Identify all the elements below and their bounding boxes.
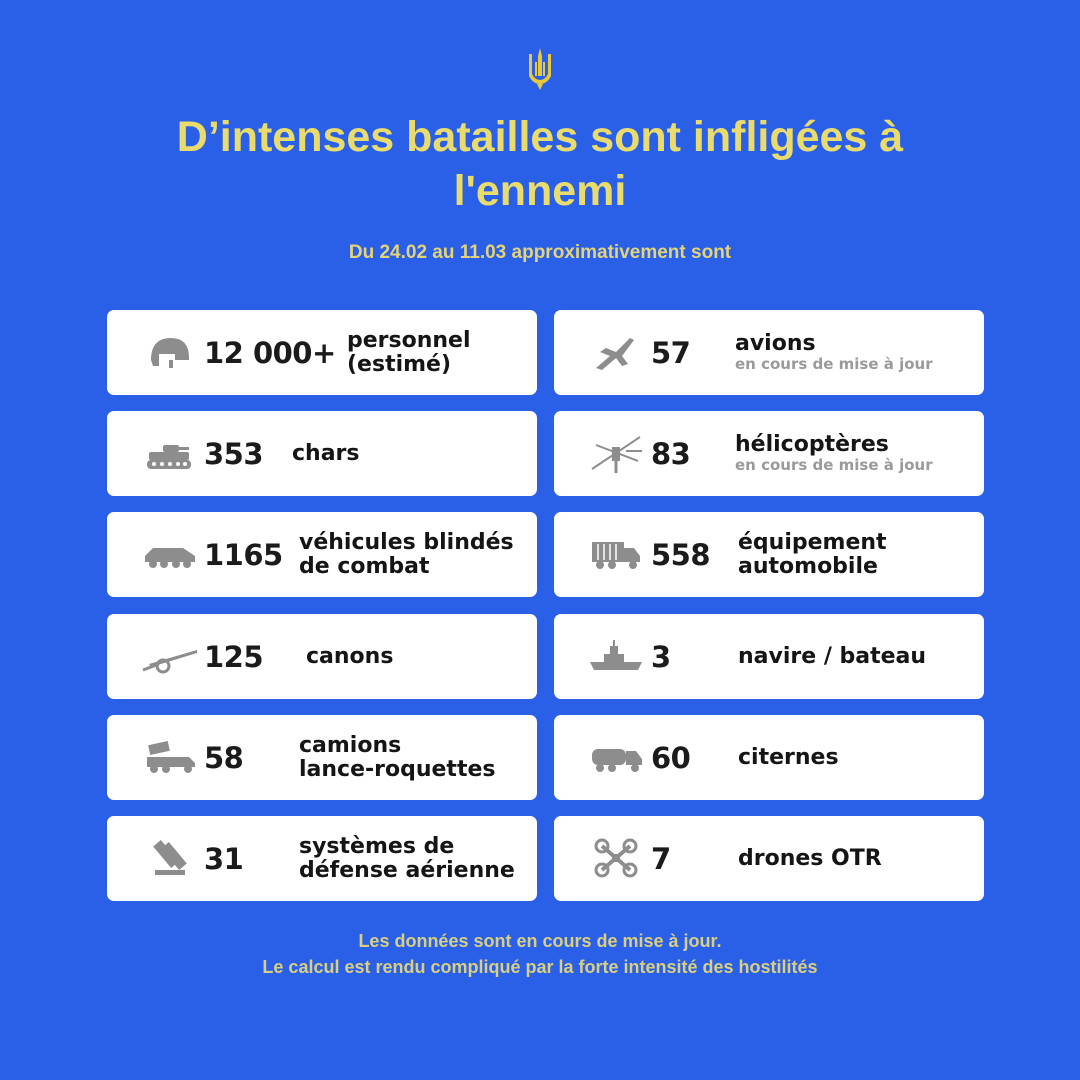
stat-label: camions lance-roquettes bbox=[299, 715, 496, 800]
stat-card-cannons: 125 canons bbox=[107, 614, 537, 699]
stat-card-air-defense: 31 systèmes de défense aérienne bbox=[107, 816, 537, 901]
footer-line2: Le calcul est rendu compliqué par la for… bbox=[262, 957, 818, 977]
air-defense-icon bbox=[139, 836, 199, 880]
stat-label: chars bbox=[292, 411, 360, 496]
stat-label: hélicoptères en cours de mise à jour bbox=[735, 411, 933, 496]
footer-line1: Les données sont en cours de mise à jour… bbox=[358, 931, 722, 951]
stat-number: 83 bbox=[651, 436, 691, 471]
stat-label-line1: navire / bateau bbox=[738, 643, 927, 669]
stat-card-personnel: 12 000+ personnel (estimé) bbox=[107, 310, 537, 395]
stat-card-armored-vehicles: 1165 véhicules blindés de combat bbox=[107, 512, 537, 597]
helmet-icon bbox=[139, 330, 199, 374]
truck-icon bbox=[586, 532, 646, 576]
stat-card-tanks: 353 chars bbox=[107, 411, 537, 496]
stat-number: 58 bbox=[204, 740, 244, 775]
stat-label-line1: systèmes de bbox=[299, 833, 455, 859]
stat-number: 12 000+ bbox=[204, 335, 336, 370]
stat-number: 125 bbox=[204, 639, 264, 674]
stat-label: systèmes de défense aérienne bbox=[299, 816, 515, 901]
stat-card-rocket-launchers: 58 camions lance-roquettes bbox=[107, 715, 537, 800]
armored-vehicle-icon bbox=[139, 532, 199, 576]
stat-card-ships: 3 navire / bateau bbox=[554, 614, 984, 699]
stat-label: équipement automobile bbox=[738, 512, 887, 597]
stat-number: 60 bbox=[651, 740, 691, 775]
stat-number: 57 bbox=[651, 335, 691, 370]
stat-label-line2: lance-roquettes bbox=[299, 756, 496, 782]
stat-label-line1: équipement bbox=[738, 529, 887, 555]
stat-label-line1: citernes bbox=[738, 744, 839, 770]
jet-icon bbox=[586, 330, 646, 374]
stat-label-line2: (estimé) bbox=[347, 351, 452, 377]
cannon-icon bbox=[139, 634, 199, 678]
page-title-line1: D’intenses batailles sont infligées à bbox=[176, 113, 904, 161]
stat-note: en cours de mise à jour bbox=[735, 355, 933, 373]
stat-note: en cours de mise à jour bbox=[735, 456, 933, 474]
stat-label: personnel (estimé) bbox=[347, 310, 471, 395]
tanker-truck-icon bbox=[586, 735, 646, 779]
stat-label-line2: automobile bbox=[738, 553, 878, 579]
stat-number: 31 bbox=[204, 841, 244, 876]
drone-icon bbox=[586, 836, 646, 880]
stat-label-line1: camions bbox=[299, 732, 402, 758]
stat-card-tankers: 60 citernes bbox=[554, 715, 984, 800]
tank-icon bbox=[139, 431, 199, 475]
stat-number: 353 bbox=[204, 436, 264, 471]
stat-card-drones: 7 drones OTR bbox=[554, 816, 984, 901]
ship-icon bbox=[586, 634, 646, 678]
stat-label-line1: hélicoptères bbox=[735, 432, 889, 457]
stat-label-line1: avions bbox=[735, 331, 816, 356]
stat-label: véhicules blindés de combat bbox=[299, 512, 514, 597]
stat-label: citernes bbox=[738, 715, 839, 800]
stat-label-line1: personnel bbox=[347, 327, 471, 353]
stat-label: avions en cours de mise à jour bbox=[735, 310, 933, 395]
helicopter-icon bbox=[586, 431, 646, 475]
stat-label-line1: canons bbox=[306, 643, 394, 669]
stat-number: 7 bbox=[651, 841, 671, 876]
stat-label-line1: chars bbox=[292, 440, 360, 466]
stat-label-line2: de combat bbox=[299, 553, 430, 579]
page-title: D’intenses batailles sont infligées à l'… bbox=[0, 110, 1080, 218]
stat-label: navire / bateau bbox=[738, 614, 926, 699]
stat-number: 3 bbox=[651, 639, 671, 674]
stat-label: drones OTR bbox=[738, 816, 882, 901]
stat-label: canons bbox=[306, 614, 393, 699]
trident-emblem-icon bbox=[526, 46, 554, 90]
stat-card-aircraft: 57 avions en cours de mise à jour bbox=[554, 310, 984, 395]
stat-card-vehicles: 558 équipement automobile bbox=[554, 512, 984, 597]
stat-number: 1165 bbox=[204, 537, 283, 572]
page-subtitle: Du 24.02 au 11.03 approximativement sont bbox=[348, 242, 732, 263]
page-title-line2: l'ennemi bbox=[453, 167, 627, 215]
stat-label-line1: véhicules blindés bbox=[299, 529, 514, 555]
rocket-launcher-truck-icon bbox=[139, 735, 199, 779]
stat-label-line1: drones OTR bbox=[738, 845, 882, 871]
stat-card-helicopters: 83 hélicoptères en cours de mise à jour bbox=[554, 411, 984, 496]
stat-label-line2: défense aérienne bbox=[299, 857, 515, 883]
stat-number: 558 bbox=[651, 537, 711, 572]
footer-note: Les données sont en cours de mise à jour… bbox=[0, 928, 1080, 980]
